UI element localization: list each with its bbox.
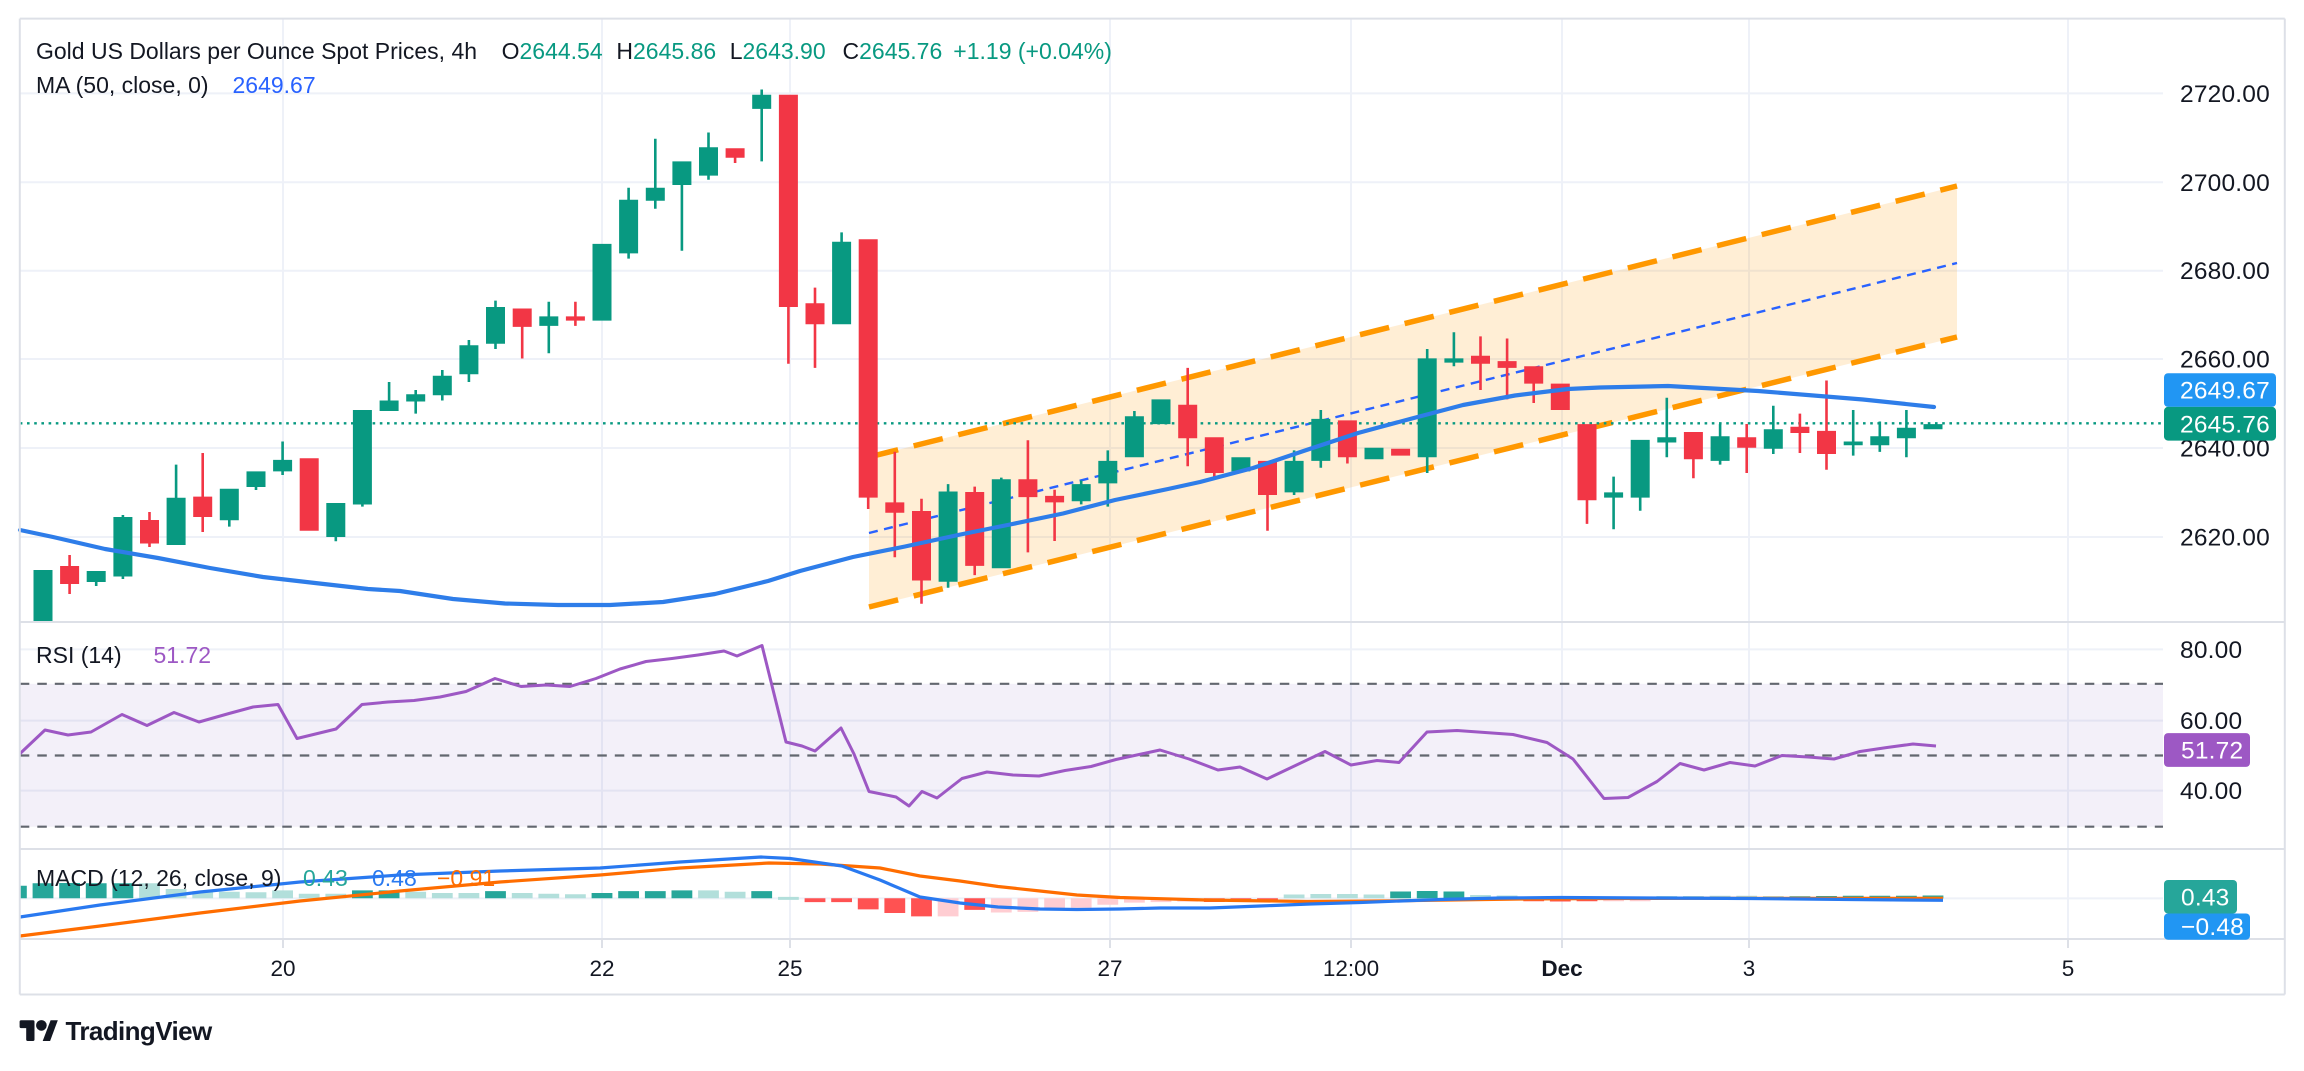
svg-text:2620.00: 2620.00 bbox=[2180, 525, 2270, 552]
svg-text:5: 5 bbox=[2062, 956, 2075, 981]
svg-text:Dec: Dec bbox=[1541, 956, 1582, 981]
svg-text:H2645.86: H2645.86 bbox=[616, 38, 716, 64]
svg-text:0.48: 0.48 bbox=[372, 865, 417, 891]
svg-text:2649.67: 2649.67 bbox=[2180, 378, 2270, 405]
svg-text:27: 27 bbox=[1097, 956, 1122, 981]
svg-text:−0.91: −0.91 bbox=[437, 865, 495, 891]
svg-text:MA (50, close, 0): MA (50, close, 0) bbox=[36, 72, 209, 98]
svg-text:RSI (14): RSI (14) bbox=[36, 642, 122, 668]
svg-text:22: 22 bbox=[589, 956, 614, 981]
svg-text:60.00: 60.00 bbox=[2180, 708, 2242, 735]
svg-text:80.00: 80.00 bbox=[2180, 637, 2242, 664]
svg-text:TradingView: TradingView bbox=[66, 1016, 213, 1046]
svg-text:51.72: 51.72 bbox=[2181, 738, 2243, 765]
svg-text:L2643.90: L2643.90 bbox=[730, 38, 826, 64]
svg-text:2720.00: 2720.00 bbox=[2180, 81, 2270, 108]
svg-text:0.43: 0.43 bbox=[2181, 884, 2229, 911]
svg-text:25: 25 bbox=[777, 956, 802, 981]
svg-text:C2645.76: C2645.76 bbox=[843, 38, 943, 64]
svg-text:12:00: 12:00 bbox=[1323, 956, 1379, 981]
svg-text:3: 3 bbox=[1743, 956, 1756, 981]
svg-text:20: 20 bbox=[270, 956, 295, 981]
svg-text:+1.19 (+0.04%): +1.19 (+0.04%) bbox=[953, 38, 1112, 64]
svg-text:40.00: 40.00 bbox=[2180, 778, 2242, 805]
svg-text:2660.00: 2660.00 bbox=[2180, 347, 2270, 374]
svg-text:2649.67: 2649.67 bbox=[233, 72, 316, 98]
svg-text:O2644.54: O2644.54 bbox=[502, 38, 603, 64]
svg-text:MACD (12, 26, close, 9): MACD (12, 26, close, 9) bbox=[36, 865, 281, 891]
svg-text:2680.00: 2680.00 bbox=[2180, 258, 2270, 285]
svg-text:0.43: 0.43 bbox=[303, 865, 348, 891]
svg-text:2700.00: 2700.00 bbox=[2180, 170, 2270, 197]
svg-text:−0.48: −0.48 bbox=[2181, 914, 2244, 941]
svg-text:Gold US Dollars per Ounce Spot: Gold US Dollars per Ounce Spot Prices, 4… bbox=[36, 38, 477, 64]
svg-text:2645.76: 2645.76 bbox=[2180, 411, 2270, 438]
svg-text:51.72: 51.72 bbox=[154, 642, 212, 668]
